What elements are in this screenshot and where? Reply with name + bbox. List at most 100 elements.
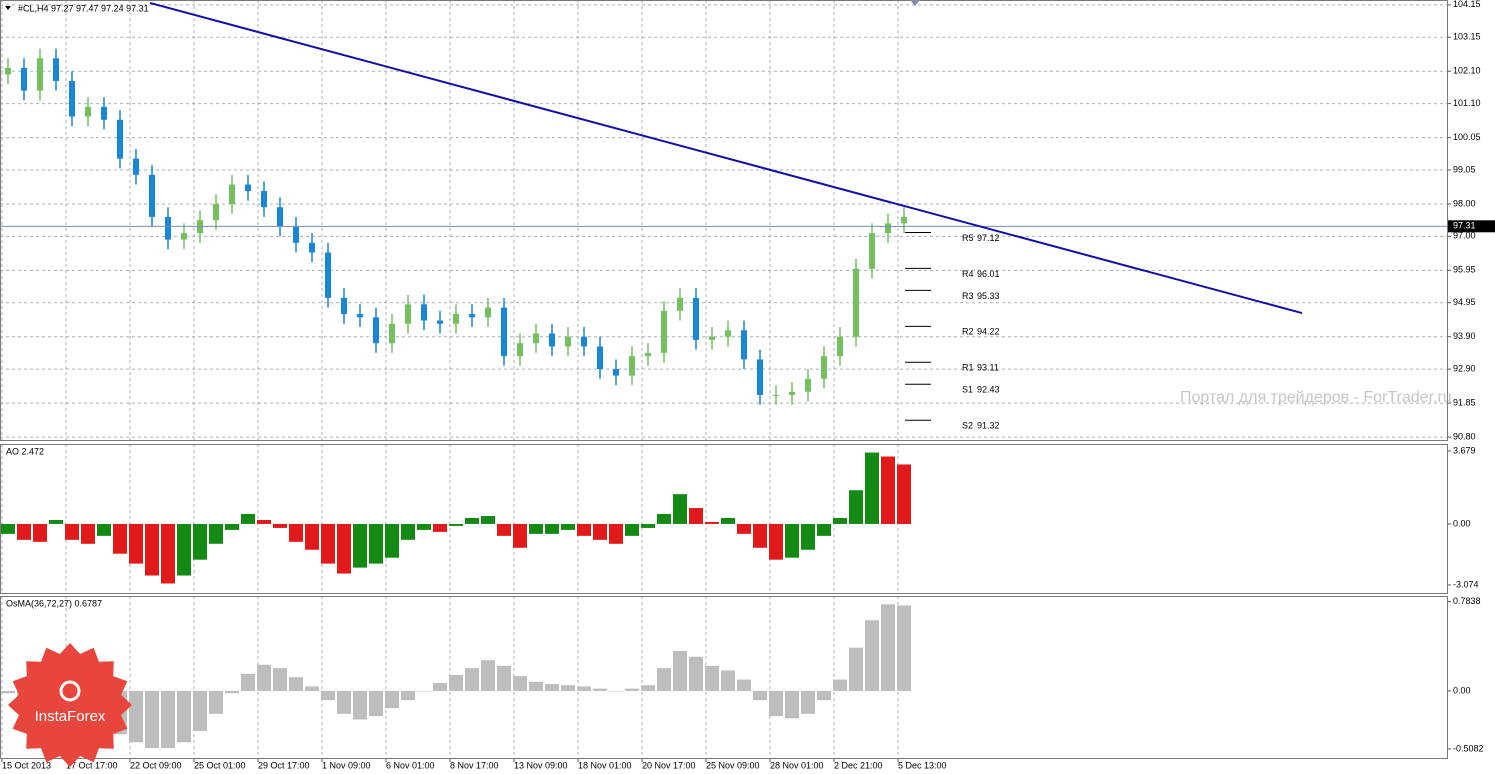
candle-body bbox=[549, 333, 555, 347]
candle-body bbox=[501, 307, 507, 357]
x-tick-label: 20 Nov 17:00 bbox=[642, 760, 696, 770]
histogram-bar bbox=[481, 516, 495, 524]
histogram-bar bbox=[417, 523, 431, 530]
candle-body bbox=[533, 333, 539, 344]
histogram-bar bbox=[785, 690, 799, 719]
x-tick-label: 13 Nov 09:00 bbox=[514, 760, 568, 770]
y-tick-label: -0.5082 bbox=[1453, 743, 1484, 753]
candle-body bbox=[341, 297, 347, 315]
histogram-bar bbox=[177, 690, 191, 743]
watermark: Портал для трейдеров - ForTrader.ru bbox=[1180, 389, 1452, 406]
pivot-name: S2 bbox=[962, 421, 973, 431]
candle-body bbox=[885, 223, 891, 234]
pivot-name: R1 bbox=[962, 363, 974, 373]
shift-marker bbox=[910, 0, 920, 6]
logo-badge bbox=[8, 643, 132, 767]
y-tick-label: 102.10 bbox=[1453, 66, 1481, 76]
histogram-bar bbox=[65, 523, 79, 540]
candle-body bbox=[325, 252, 331, 298]
x-tick-label: 29 Oct 17:00 bbox=[258, 760, 310, 770]
last-price-box bbox=[1448, 220, 1495, 233]
histogram-bar bbox=[593, 523, 607, 540]
candle-body bbox=[5, 67, 11, 75]
histogram-bar bbox=[817, 523, 831, 536]
histogram-bar bbox=[449, 523, 463, 526]
histogram-bar bbox=[417, 690, 431, 692]
histogram-bar bbox=[241, 514, 255, 524]
y-tick-label: 95.95 bbox=[1453, 265, 1476, 275]
histogram-bar bbox=[561, 523, 575, 530]
last-price-label: 97.31 bbox=[1453, 221, 1476, 231]
y-tick-label: 90.80 bbox=[1453, 431, 1476, 441]
pivot-value: 96.01 bbox=[977, 269, 1000, 279]
histogram-bar bbox=[129, 690, 143, 743]
histogram-bar bbox=[449, 675, 463, 691]
histogram-bar bbox=[209, 523, 223, 544]
histogram-bar bbox=[209, 690, 223, 714]
candle-body bbox=[421, 304, 427, 321]
y-tick-label: 101.10 bbox=[1453, 98, 1481, 108]
histogram-bar bbox=[545, 523, 559, 534]
histogram-bar bbox=[881, 456, 895, 524]
candle-body bbox=[789, 391, 795, 395]
histogram-bar bbox=[17, 523, 31, 540]
histogram-bar bbox=[321, 690, 335, 701]
histogram-bar bbox=[129, 523, 143, 564]
candle-body bbox=[613, 369, 619, 376]
candle-body bbox=[773, 394, 779, 396]
histogram-bar bbox=[145, 690, 159, 748]
candle-body bbox=[261, 191, 267, 208]
y-tick-label: 0.00 bbox=[1453, 685, 1471, 695]
histogram-bar bbox=[385, 523, 399, 558]
histogram-bar bbox=[401, 523, 415, 540]
histogram-bar bbox=[657, 668, 671, 691]
histogram-bar bbox=[273, 523, 287, 528]
candle-body bbox=[85, 106, 91, 117]
candle-body bbox=[309, 242, 315, 253]
candle-body bbox=[229, 184, 235, 204]
histogram-bar bbox=[641, 685, 655, 691]
panel-frame bbox=[0, 0, 1448, 441]
candle-body bbox=[597, 346, 603, 370]
histogram-bar bbox=[657, 514, 671, 524]
histogram-bar bbox=[1, 690, 15, 694]
histogram-bar bbox=[545, 684, 559, 691]
histogram-bar bbox=[705, 665, 719, 691]
x-tick-label: 1 Nov 09:00 bbox=[322, 760, 371, 770]
histogram-bar bbox=[705, 521, 719, 524]
histogram-bar bbox=[641, 523, 655, 528]
trendline bbox=[149, 1, 1303, 315]
candle-body bbox=[741, 330, 747, 360]
candle-body bbox=[757, 359, 763, 395]
y-tick-label: 94.95 bbox=[1453, 297, 1476, 307]
histogram-bar bbox=[33, 523, 47, 542]
histogram-bar bbox=[305, 686, 319, 691]
histogram-bar bbox=[305, 523, 319, 550]
histogram-bar bbox=[801, 523, 815, 550]
candle-body bbox=[517, 343, 523, 357]
candle-body bbox=[629, 356, 635, 376]
candle-body bbox=[21, 67, 27, 91]
histogram-bar bbox=[433, 523, 447, 532]
x-tick-label: 25 Nov 09:00 bbox=[706, 760, 760, 770]
candle-body bbox=[437, 320, 443, 324]
histogram-bar bbox=[257, 519, 271, 524]
histogram-bar bbox=[897, 464, 911, 524]
candle-body bbox=[709, 336, 715, 340]
histogram-bar bbox=[497, 523, 511, 536]
histogram-bar bbox=[401, 690, 415, 701]
y-tick-label: 98.00 bbox=[1453, 198, 1476, 208]
candle-body bbox=[245, 184, 251, 192]
histogram-bar bbox=[353, 690, 367, 720]
histogram-bar bbox=[97, 523, 111, 536]
histogram-bar bbox=[225, 523, 239, 530]
histogram-bar bbox=[257, 664, 271, 691]
histogram-bar bbox=[465, 518, 479, 524]
histogram-bar bbox=[529, 681, 543, 691]
y-tick-label: 91.85 bbox=[1453, 397, 1476, 407]
pivot-value: 92.43 bbox=[977, 385, 1000, 395]
x-tick-label: 8 Nov 17:00 bbox=[450, 760, 499, 770]
histogram-bar bbox=[561, 685, 575, 691]
